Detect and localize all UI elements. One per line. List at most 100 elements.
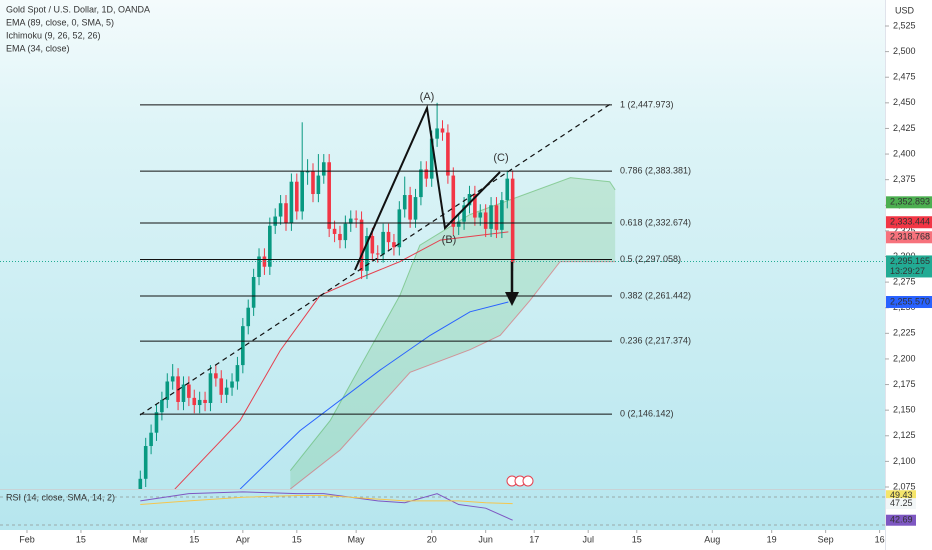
candle-body xyxy=(413,197,418,220)
candle-body xyxy=(192,397,197,406)
ichimoku-cloud xyxy=(290,177,616,489)
candle-body xyxy=(208,373,213,403)
legend-entry: EMA (89, close, 0, SMA, 5) xyxy=(6,17,114,27)
price-badge xyxy=(886,255,932,278)
candle-body xyxy=(338,233,342,241)
ema-line xyxy=(239,301,509,489)
candle-body xyxy=(273,216,278,226)
rsi-badge-label: 49.43 xyxy=(890,490,913,500)
plot-background xyxy=(0,0,885,530)
fib-label: 0.236 (2,217.374) xyxy=(620,336,691,346)
candle-body xyxy=(230,381,234,388)
candle-body xyxy=(321,162,326,176)
y-tick-label: 2,225 xyxy=(893,328,916,338)
pattern-label: (C) xyxy=(493,152,508,164)
candle-body xyxy=(138,478,143,489)
pattern-label: (A) xyxy=(420,91,435,103)
candle-body xyxy=(214,373,218,379)
candle-body xyxy=(311,171,315,195)
candle-body xyxy=(160,399,164,413)
candle-body xyxy=(397,209,402,248)
candle-body xyxy=(278,203,283,217)
candle-body xyxy=(354,218,358,220)
price-badge-label: 2,333.444 xyxy=(890,217,930,227)
event-icon xyxy=(522,475,534,487)
countdown-label: 13:29:27 xyxy=(890,266,925,276)
y-tick-label: 2,100 xyxy=(893,456,916,466)
candle-body xyxy=(305,171,310,173)
candle-body xyxy=(165,381,170,400)
rsi-pane xyxy=(0,491,885,526)
rsi-legend: RSI (14, close, SMA, 14, 2) xyxy=(6,492,115,502)
candle-body xyxy=(143,446,148,479)
price-badge xyxy=(886,196,932,209)
candle-body xyxy=(451,175,456,227)
x-tick-label: 15 xyxy=(292,534,302,544)
price-badge xyxy=(886,296,932,309)
candle-body xyxy=(408,195,412,220)
fib-label: 0.786 (2,383.381) xyxy=(620,165,691,175)
candle-body xyxy=(505,178,510,201)
candle-body xyxy=(467,194,472,206)
candle-body xyxy=(510,178,515,263)
candle-body xyxy=(268,225,272,267)
candle-body xyxy=(386,231,391,243)
candle-body xyxy=(365,236,369,271)
candle-body xyxy=(284,203,288,223)
price-badge-label: 2,255.570 xyxy=(890,296,930,306)
candle-body xyxy=(149,432,153,447)
candle-body xyxy=(257,256,261,277)
arrow-head xyxy=(505,292,519,306)
x-tick-label: Sep xyxy=(818,534,834,544)
candle-body xyxy=(224,387,229,395)
candle-body xyxy=(316,175,321,195)
fib-label: 0 (2,146.142) xyxy=(620,408,674,418)
candle-body xyxy=(246,307,251,327)
x-tick-label: 16 xyxy=(875,534,885,544)
legend-entry: Ichimoku (9, 26, 52, 26) xyxy=(6,30,101,40)
chart-title: Gold Spot / U.S. Dollar, 1D, OANDA xyxy=(6,4,150,14)
trend-line xyxy=(139,102,613,416)
candle-body xyxy=(348,218,353,224)
fib-label: 0.618 (2,332.674) xyxy=(620,217,691,227)
price-badge-label: 2,318.768 xyxy=(890,232,930,242)
candle-body xyxy=(500,200,504,230)
time-axis-background xyxy=(0,530,885,550)
x-tick-label: 19 xyxy=(767,534,777,544)
x-tick-label: Mar xyxy=(133,534,149,544)
candle-body xyxy=(359,219,364,271)
candle-body xyxy=(419,169,423,198)
candle-body xyxy=(402,195,407,210)
candle-body xyxy=(197,399,202,406)
x-tick-label: 20 xyxy=(427,534,437,544)
y-tick-label: 2,375 xyxy=(893,174,916,184)
y-tick-label: 2,325 xyxy=(893,225,916,235)
y-tick-label: 2,275 xyxy=(893,276,916,286)
y-tick-label: 2,150 xyxy=(893,405,916,415)
candle-body xyxy=(440,128,445,133)
price-badge-label: 2,295.165 xyxy=(890,256,930,266)
candle-body xyxy=(203,399,207,403)
legend-entry: EMA (34, close) xyxy=(6,43,70,53)
candle-body xyxy=(429,138,434,179)
candle-body xyxy=(300,171,304,212)
y-tick-label: 2,200 xyxy=(893,353,916,363)
x-tick-label: 15 xyxy=(632,534,642,544)
main-pane xyxy=(0,102,885,489)
candle-body xyxy=(251,276,256,308)
y-tick-label: 2,450 xyxy=(893,97,916,107)
candle-body xyxy=(343,223,348,241)
candle-body xyxy=(494,205,499,230)
x-tick-label: Jun xyxy=(478,534,493,544)
candle-body xyxy=(456,221,461,227)
fib-label: 0.382 (2,261.442) xyxy=(620,290,691,300)
x-tick-label: Aug xyxy=(704,534,720,544)
price-badge xyxy=(886,216,932,229)
candle-body xyxy=(294,181,299,212)
pattern-label: (B) xyxy=(442,234,457,246)
price-badge-label: 2,352.893 xyxy=(890,197,930,207)
y-tick-label: 2,425 xyxy=(893,123,916,133)
rsi-badge-label: 42.69 xyxy=(890,515,913,525)
y-tick-label: 2,075 xyxy=(893,481,916,491)
